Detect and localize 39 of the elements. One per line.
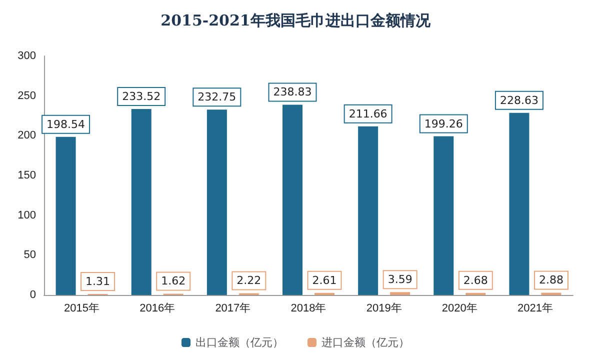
bar — [282, 104, 302, 295]
data-label: 2.88 — [538, 274, 564, 287]
bar — [509, 112, 530, 295]
bar — [434, 136, 454, 295]
bar — [358, 126, 378, 295]
x-tick-label: 2018年 — [290, 302, 326, 314]
bar — [206, 110, 227, 295]
data-label: 2.22 — [236, 274, 262, 288]
x-tick-label: 2015年 — [64, 302, 100, 314]
bar — [131, 108, 152, 295]
y-tick-label: 150 — [18, 170, 36, 182]
data-label: 228.63 — [500, 94, 538, 107]
bar — [56, 136, 76, 295]
x-tick-label: 2016年 — [140, 302, 176, 314]
y-tick-label: 200 — [18, 130, 36, 142]
data-label: 198.54 — [46, 118, 86, 131]
data-label: 1.31 — [86, 274, 110, 288]
chart-title: 2015-2021年我国毛巾进出口金额情况 — [160, 12, 432, 30]
data-label: 211.66 — [348, 107, 388, 120]
data-label: 199.26 — [424, 117, 463, 130]
data-label: 1.62 — [161, 274, 186, 288]
y-tick-label: 300 — [18, 50, 36, 62]
legend-label: 出口金额（亿元） — [196, 336, 284, 349]
y-tick-label: 50 — [24, 249, 36, 262]
data-label: 232.75 — [198, 90, 236, 104]
legend-label: 进口金额（亿元） — [322, 336, 410, 349]
y-tick-label: 0 — [30, 289, 36, 301]
data-label: 238.83 — [273, 86, 312, 99]
bar — [390, 292, 410, 295]
y-tick-label: 100 — [18, 209, 36, 222]
y-tick-label: 250 — [18, 90, 36, 102]
x-tick-label: 2017年 — [215, 302, 251, 314]
data-label: 233.52 — [122, 90, 161, 103]
x-tick-label: 2021年 — [517, 302, 553, 314]
data-label: 2.61 — [312, 274, 337, 287]
x-tick-label: 2019年 — [366, 302, 402, 314]
data-label: 2.68 — [463, 274, 488, 287]
x-tick-label: 2020年 — [442, 302, 478, 314]
data-label: 3.59 — [388, 273, 412, 286]
